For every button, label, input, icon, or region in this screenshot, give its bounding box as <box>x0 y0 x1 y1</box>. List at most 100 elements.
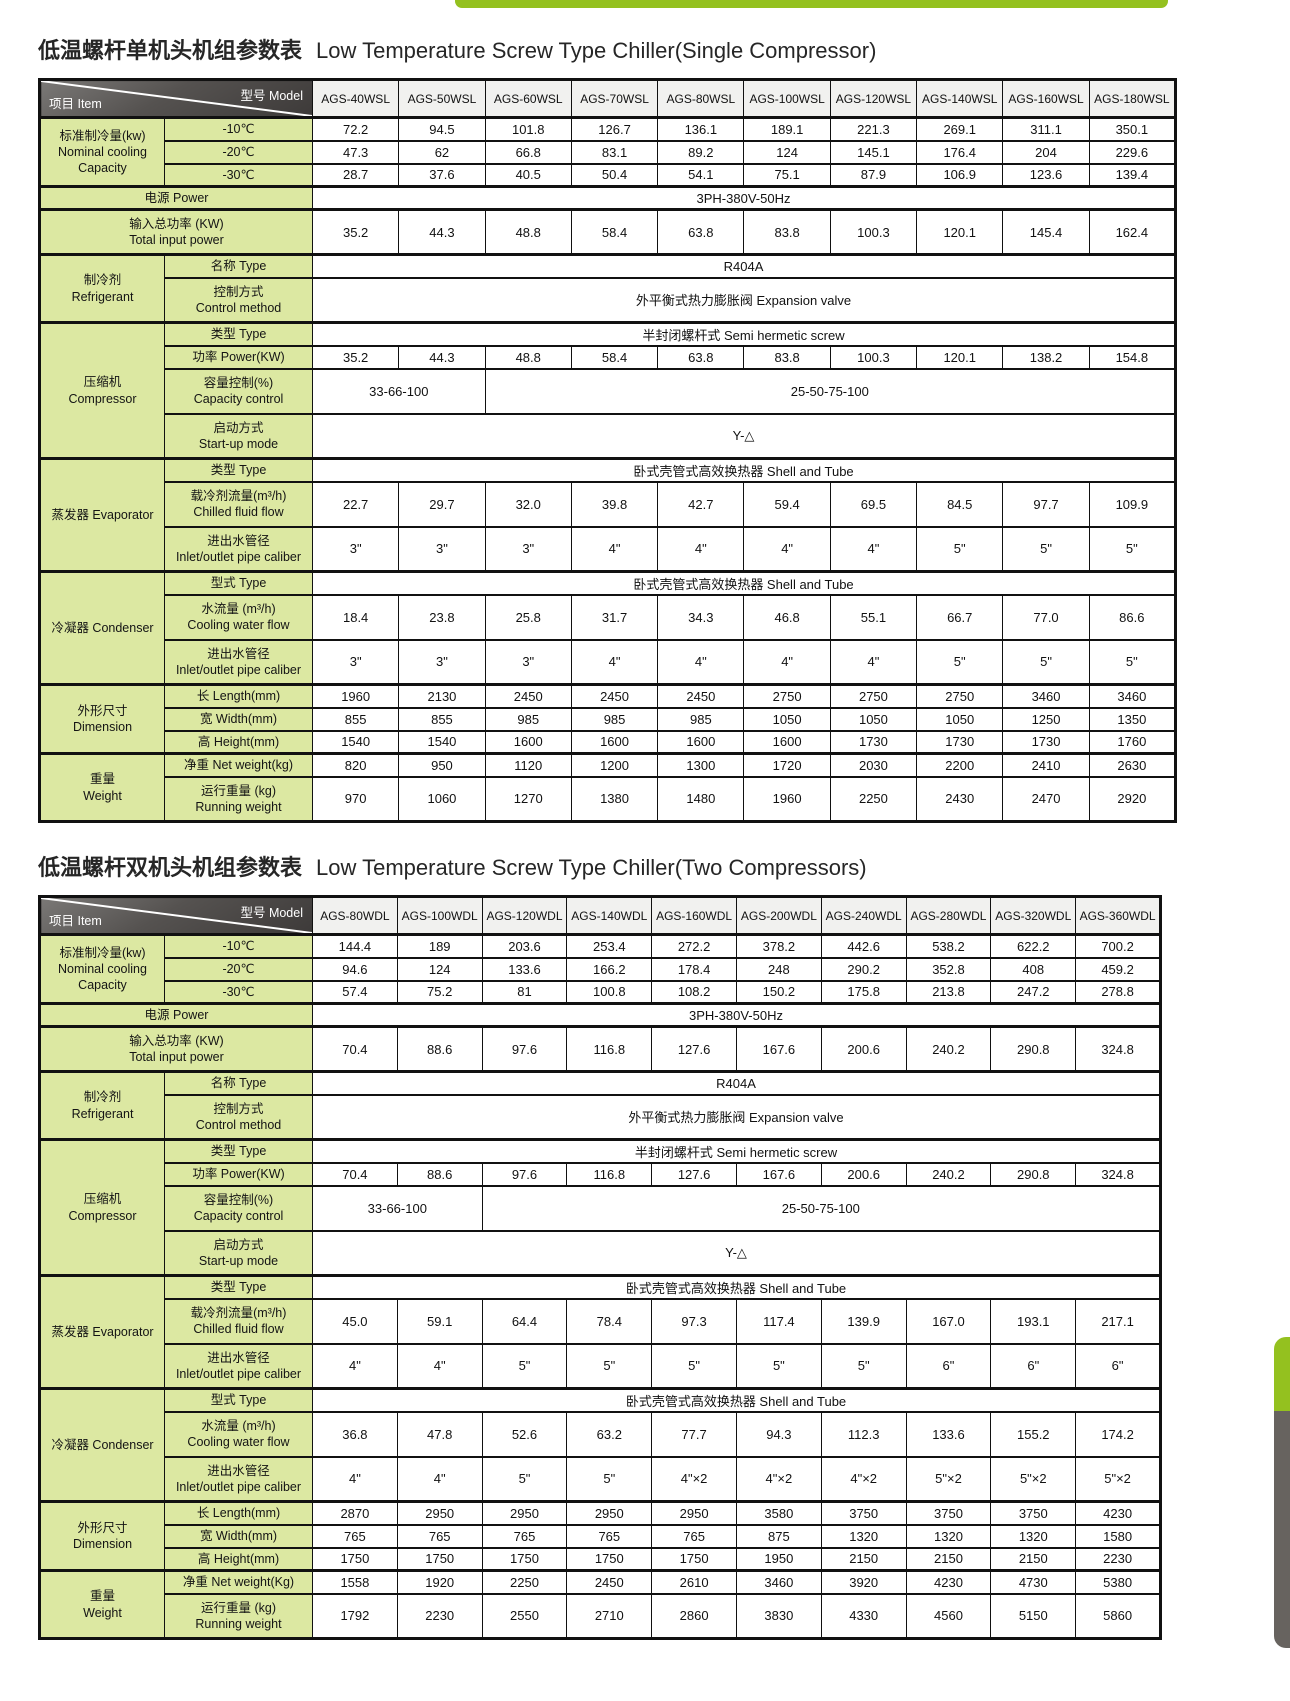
value-cell: 167.6 <box>735 1161 822 1187</box>
value-cell: 1320 <box>990 1523 1077 1549</box>
value-cell: 77.0 <box>1002 593 1090 641</box>
value-cell: 1960 <box>743 775 831 823</box>
group-label-cell: 外形尺寸 Dimension <box>39 683 165 755</box>
row-label-cell: 电源 Power <box>39 185 313 211</box>
value-cell: 765 <box>566 1523 653 1549</box>
two-compressor-table: 型号 Model 项目 Item AGS-80WDL AGS-100WDL AGS-12… <box>38 895 1162 1640</box>
value-cell: 94.3 <box>735 1410 822 1458</box>
model-column-header: AGS-70WSL <box>570 78 659 119</box>
value-cell: 94.6 <box>312 956 398 982</box>
value-cell: 18.4 <box>311 593 400 641</box>
value-cell: 3750 <box>820 1500 907 1526</box>
value-cell: 1480 <box>657 775 745 823</box>
value-cell: 33-66-100 <box>312 1184 483 1232</box>
group-label-cell: 冷凝器 Condenser <box>39 1387 165 1503</box>
model-column-header: AGS-160WSL <box>1002 78 1090 119</box>
value-cell: 75.1 <box>743 162 831 188</box>
value-cell: 47.8 <box>396 1410 483 1458</box>
value-cell: 700.2 <box>1075 933 1161 959</box>
value-cell: 2630 <box>1088 752 1177 778</box>
model-column-header: AGS-320WDL <box>990 895 1077 936</box>
value-cell: 145.4 <box>1002 208 1090 256</box>
value-cell: 59.1 <box>396 1297 483 1345</box>
value-cell: 112.3 <box>820 1410 907 1458</box>
value-cell: 3PH-380V-50Hz <box>312 1002 1161 1028</box>
value-cell: 1200 <box>570 752 659 778</box>
value-cell: 63.8 <box>657 344 745 370</box>
value-cell: 1540 <box>398 729 486 755</box>
row-label-cell: 进出水管径 Inlet/outlet pipe caliber <box>164 1342 313 1390</box>
value-cell: 2750 <box>743 683 831 709</box>
value-cell: 62 <box>398 139 486 165</box>
value-cell: 3PH-380V-50Hz <box>312 185 1176 211</box>
value-cell: 2230 <box>1075 1546 1161 1572</box>
model-column-header: AGS-80WSL <box>657 78 745 119</box>
value-cell: 2450 <box>484 683 572 709</box>
value-cell: 139.9 <box>820 1297 907 1345</box>
value-cell: 875 <box>735 1523 822 1549</box>
row-label-cell: 运行重量 (kg) Running weight <box>164 775 313 823</box>
row-label-cell: 高 Height(mm) <box>164 729 313 755</box>
value-cell: 221.3 <box>829 116 918 142</box>
value-cell: 25-50-75-100 <box>481 1184 1162 1232</box>
value-cell: 4230 <box>1075 1500 1161 1526</box>
value-cell: 2450 <box>657 683 745 709</box>
value-cell: 97.6 <box>481 1025 568 1073</box>
row-label-cell: -10℃ <box>164 116 313 142</box>
value-cell: 78.4 <box>566 1297 653 1345</box>
value-cell: 69.5 <box>829 480 918 528</box>
group-label-cell: 外形尺寸 Dimension <box>39 1500 165 1572</box>
value-cell: 378.2 <box>735 933 822 959</box>
value-cell: 2130 <box>398 683 486 709</box>
row-label-cell: 高 Height(mm) <box>164 1546 313 1572</box>
corner-model-label: 型号 Model <box>240 906 303 920</box>
value-cell: 47.3 <box>311 139 400 165</box>
value-cell: 2710 <box>566 1592 653 1640</box>
value-cell: 109.9 <box>1088 480 1177 528</box>
value-cell: 3" <box>311 638 400 686</box>
value-cell: 58.4 <box>570 344 659 370</box>
value-cell: 154.8 <box>1088 344 1177 370</box>
value-cell: 1750 <box>481 1546 568 1572</box>
value-cell: 4" <box>743 638 831 686</box>
row-label-cell: -30℃ <box>164 979 313 1005</box>
value-cell: 1750 <box>312 1546 398 1572</box>
value-cell: 269.1 <box>916 116 1004 142</box>
value-cell: 324.8 <box>1075 1025 1161 1073</box>
value-cell: 203.6 <box>481 933 568 959</box>
value-cell: 5150 <box>990 1592 1077 1640</box>
value-cell: 1580 <box>1075 1523 1161 1549</box>
value-cell: 4" <box>829 525 918 573</box>
value-cell: 1320 <box>905 1523 992 1549</box>
value-cell: 4" <box>570 525 659 573</box>
side-accent-bar <box>1274 1337 1290 1648</box>
group-label-cell: 蒸发器 Evaporator <box>39 1274 165 1390</box>
value-cell: 25-50-75-100 <box>484 367 1177 415</box>
value-cell: 卧式壳管式高效换热器 Shell and Tube <box>312 457 1176 483</box>
two-compressor-title-en: Low Temperature Screw Type Chiller(Two C… <box>316 855 867 880</box>
value-cell: 253.4 <box>566 933 653 959</box>
value-cell: 4330 <box>820 1592 907 1640</box>
value-cell: 半封闭螺杆式 Semi hermetic screw <box>312 1138 1161 1164</box>
row-label-cell: 输入总功率 (KW) Total input power <box>39 208 313 256</box>
model-column-header: AGS-50WSL <box>398 78 486 119</box>
corner-item-label: 项目 Item <box>49 97 102 111</box>
value-cell: 1300 <box>657 752 745 778</box>
value-cell: 138.2 <box>1002 344 1090 370</box>
single-compressor-section: 低温螺杆单机头机组参数表 Low Temperature Screw Type C… <box>38 33 1290 823</box>
value-cell: 4560 <box>905 1592 992 1640</box>
group-label-cell: 蒸发器 Evaporator <box>39 457 165 573</box>
value-cell: 5" <box>481 1342 568 1390</box>
value-cell: 46.8 <box>743 593 831 641</box>
value-cell: 248 <box>735 956 822 982</box>
value-cell: 66.8 <box>484 139 572 165</box>
value-cell: 86.6 <box>1088 593 1177 641</box>
value-cell: 127.6 <box>651 1161 737 1187</box>
value-cell: 63.2 <box>566 1410 653 1458</box>
row-label-cell: -30℃ <box>164 162 313 188</box>
row-label-cell: 名称 Type <box>164 1070 313 1096</box>
value-cell: 卧式壳管式高效换热器 Shell and Tube <box>312 1274 1161 1300</box>
row-label-cell: 长 Length(mm) <box>164 683 313 709</box>
value-cell: 97.6 <box>481 1161 568 1187</box>
